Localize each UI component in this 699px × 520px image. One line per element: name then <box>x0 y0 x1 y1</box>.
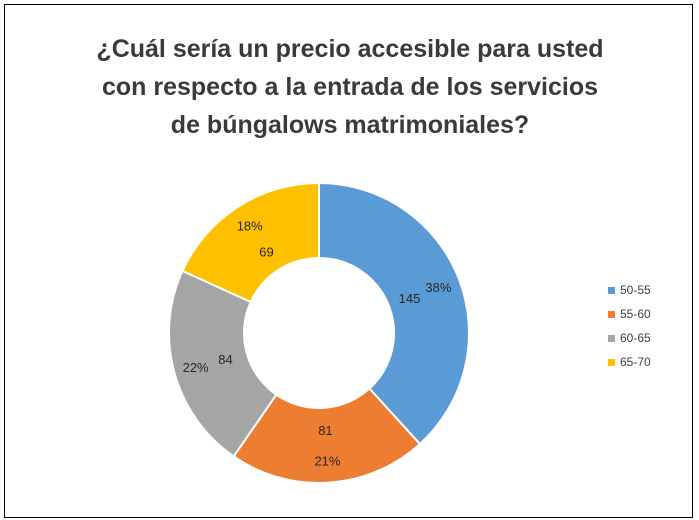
legend-swatch-55-60 <box>608 310 615 318</box>
legend: 50-55 55-60 60-65 65-70 <box>608 278 651 374</box>
legend-item-55-60: 55-60 <box>608 302 651 326</box>
percent-label-55-60: 21% <box>314 454 340 469</box>
value-label-50-55: 145 <box>399 291 421 306</box>
chart-title: ¿Cuál sería un precio accesible para ust… <box>40 30 660 144</box>
percent-label-60-65: 22% <box>183 360 209 375</box>
legend-label-50-55: 50-55 <box>620 283 651 297</box>
chart-title-line-1: ¿Cuál sería un precio accesible para ust… <box>96 35 604 63</box>
legend-label-55-60: 55-60 <box>620 307 651 321</box>
donut-slice-50-55 <box>318 181 470 446</box>
donut-slice-60-65 <box>168 269 278 458</box>
legend-swatch-60-65 <box>608 334 615 342</box>
value-label-55-60: 81 <box>318 423 332 438</box>
legend-label-65-70: 65-70 <box>620 355 651 369</box>
percent-label-65-70: 18% <box>237 218 263 233</box>
legend-label-60-65: 60-65 <box>620 331 651 345</box>
legend-item-50-55: 50-55 <box>608 278 651 302</box>
value-label-60-65: 84 <box>218 352 232 367</box>
value-label-65-70: 69 <box>259 244 273 259</box>
chart-title-line-3: de búngalows matrimoniales? <box>170 111 530 139</box>
chart-title-line-2: con respecto a la entrada de los servici… <box>101 73 599 101</box>
donut-slice-55-60 <box>232 387 422 484</box>
percent-label-50-55: 38% <box>425 280 451 295</box>
donut-slice-65-70 <box>181 181 320 304</box>
legend-item-65-70: 65-70 <box>608 350 651 374</box>
legend-item-60-65: 60-65 <box>608 326 651 350</box>
legend-swatch-65-70 <box>608 358 615 366</box>
legend-swatch-50-55 <box>608 286 615 294</box>
